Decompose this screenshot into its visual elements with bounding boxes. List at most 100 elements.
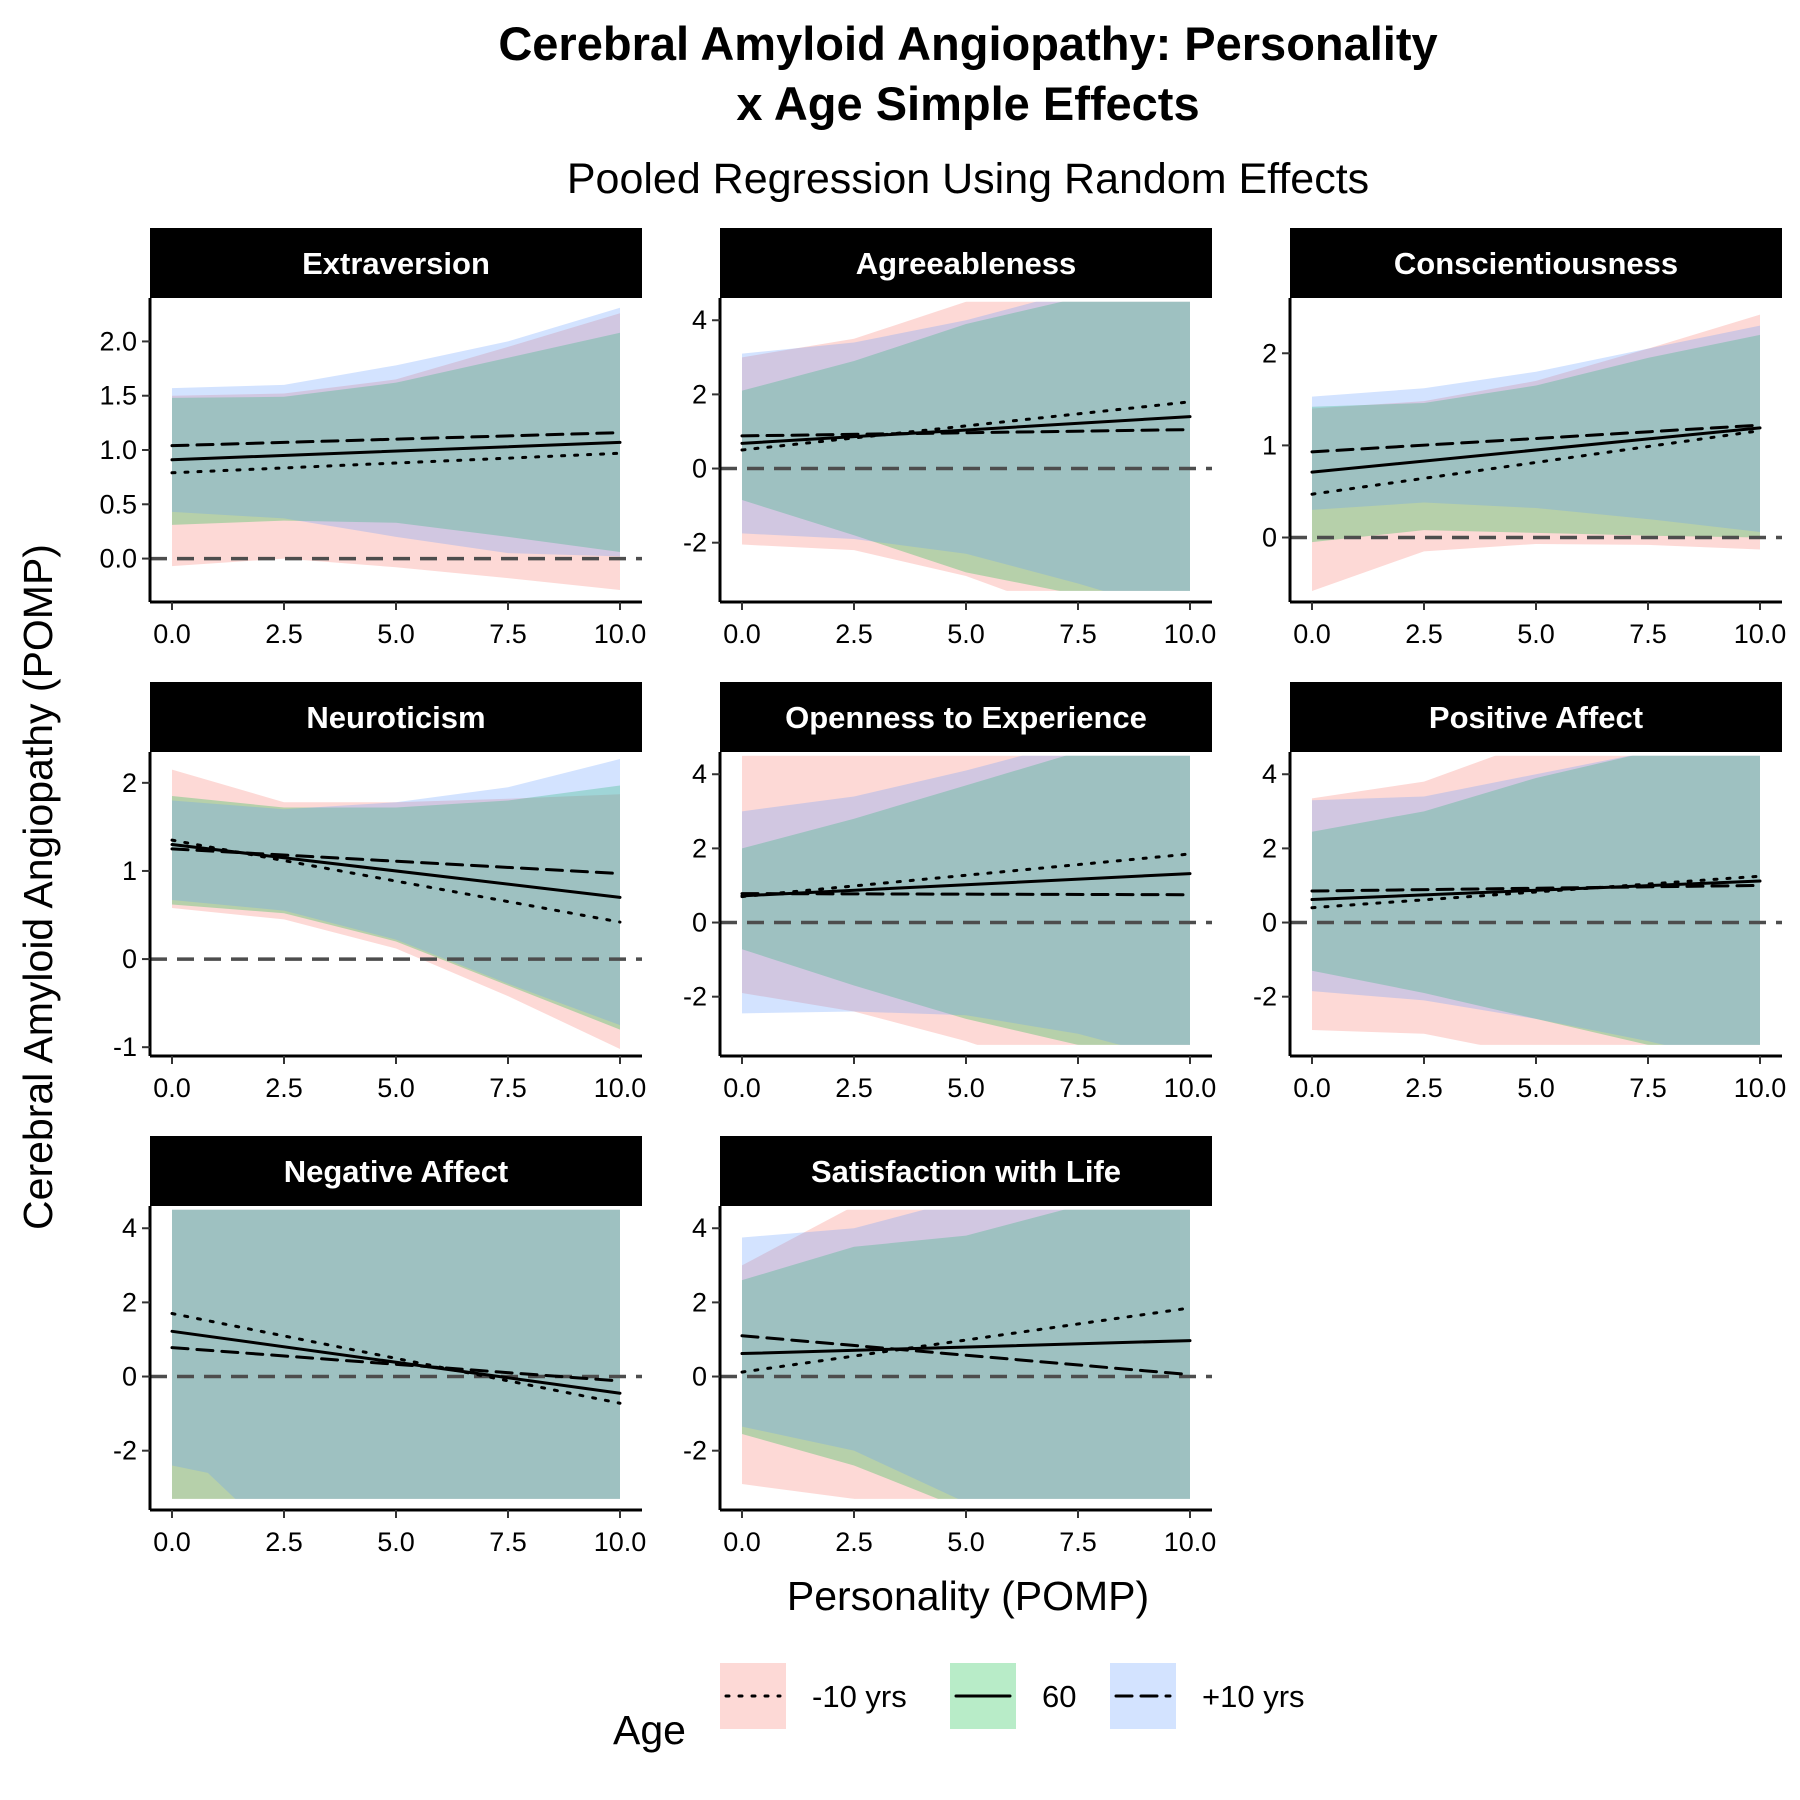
y-axis-title: Cerebral Amyloid Angiopathy (POMP) [15, 544, 61, 1230]
y-tick-label-openness-to-experience-1: 0 [692, 908, 707, 938]
legend-title: Age [613, 1707, 686, 1753]
x-tick-label-agreeableness-0: 0.0 [723, 619, 761, 649]
ribbon-agreeableness-plus10 [742, 301, 1190, 591]
x-tick-label-extraversion-1: 2.5 [265, 619, 303, 649]
y-tick-label-positive-affect-2: 2 [1262, 833, 1277, 863]
x-tick-label-satisfaction-with-life-4: 10.0 [1164, 1527, 1217, 1557]
panel-neuroticism: Neuroticism -1 0 1 2 0.0 2.5 5.0 7.5 10.0 [113, 682, 646, 1103]
strip-openness-to-experience [720, 682, 1212, 752]
y-tick-label-conscientiousness-1: 1 [1262, 430, 1277, 460]
ribbon-neuroticism-minus10 [172, 769, 620, 1049]
strip-label-conscientiousness: Conscientiousness [1394, 246, 1678, 281]
x-tick-label-agreeableness-1: 2.5 [835, 619, 873, 649]
x-tick-label-negative-affect-1: 2.5 [265, 1527, 303, 1557]
ribbon-openness-to-experience-mean [742, 755, 1190, 1045]
y-tick-label-negative-affect-0: -2 [113, 1436, 137, 1466]
x-tick-label-neuroticism-3: 7.5 [489, 1073, 527, 1103]
x-tick-label-openness-to-experience-3: 7.5 [1059, 1073, 1097, 1103]
strip-neuroticism [150, 682, 642, 752]
x-tick-label-positive-affect-1: 2.5 [1405, 1073, 1443, 1103]
ribbon-negative-affect-plus10 [172, 1209, 620, 1499]
x-axis-title: Personality (POMP) [787, 1573, 1149, 1619]
x-tick-label-satisfaction-with-life-2: 5.0 [947, 1527, 985, 1557]
line-neuroticism-plus10 [170, 847, 622, 876]
panel-agreeableness: Agreeableness -2 0 2 4 0.0 2.5 5.0 7.5 10.0 [683, 228, 1216, 649]
x-tick-label-neuroticism-4: 10.0 [594, 1073, 647, 1103]
panel-negative-affect: Negative Affect -2 0 2 4 0.0 2.5 5.0 7.5 10.0 [113, 1136, 647, 1557]
panel-satisfaction-with-life: Satisfaction with Life -2 0 2 4 0.0 2.5 5.0 7.5 1… [683, 1136, 1217, 1557]
line-negative-affect-plus10 [170, 1346, 622, 1383]
strip-label-openness-to-experience: Openness to Experience [785, 700, 1147, 735]
strip-negative-affect [150, 1136, 642, 1206]
line-satisfaction-with-life-plus10 [740, 1334, 1192, 1377]
y-tick-label-satisfaction-with-life-1: 0 [692, 1362, 707, 1392]
ribbon-neuroticism-mean [172, 785, 620, 1030]
y-tick-label-neuroticism-2: 1 [122, 856, 137, 886]
legend: Age -10 yrs 60 +10 yrs [613, 1663, 1305, 1753]
strip-label-extraversion: Extraversion [302, 246, 490, 281]
line-conscientiousness-minus10 [1310, 429, 1762, 496]
y-tick-label-neuroticism-1: 0 [122, 944, 137, 974]
legend-label-minus10: -10 yrs [812, 1679, 907, 1714]
x-tick-label-extraversion-3: 7.5 [489, 619, 527, 649]
chart-title-line-2: x Age Simple Effects [736, 77, 1199, 130]
x-tick-label-extraversion-2: 5.0 [377, 619, 415, 649]
y-tick-label-satisfaction-with-life-3: 4 [692, 1213, 707, 1243]
line-agreeableness-plus10 [740, 428, 1192, 438]
x-tick-label-negative-affect-0: 0.0 [153, 1527, 191, 1557]
line-neuroticism-minus10 [170, 838, 622, 924]
x-tick-label-conscientiousness-1: 2.5 [1405, 619, 1443, 649]
ribbon-positive-affect-plus10 [1312, 755, 1760, 1045]
line-openness-to-experience-mean [740, 872, 1192, 898]
ribbon-openness-to-experience-minus10 [742, 755, 1190, 1045]
strip-extraversion [150, 228, 642, 298]
line-extraversion-mean [170, 440, 622, 462]
facet-panels: Extraversion 0.0 0.5 1.0 1.5 2.0 0.0 2.5 5.0 7.5 1… [99, 228, 1787, 1557]
y-tick-label-extraversion-0: 0.0 [99, 544, 137, 574]
y-tick-label-positive-affect-3: 4 [1262, 759, 1277, 789]
y-tick-label-extraversion-3: 1.5 [99, 381, 137, 411]
y-tick-label-neuroticism-0: -1 [113, 1032, 137, 1062]
x-tick-label-neuroticism-1: 2.5 [265, 1073, 303, 1103]
x-tick-label-agreeableness-3: 7.5 [1059, 619, 1097, 649]
y-tick-label-agreeableness-2: 2 [692, 379, 707, 409]
ribbons-positive-affect [1312, 755, 1760, 1045]
x-tick-label-positive-affect-2: 5.0 [1517, 1073, 1555, 1103]
line-conscientiousness-mean [1310, 426, 1762, 474]
line-agreeableness-mean [740, 415, 1192, 445]
ribbon-openness-to-experience-plus10 [742, 755, 1190, 1045]
panel-extraversion: Extraversion 0.0 0.5 1.0 1.5 2.0 0.0 2.5 5.0 7.5 1… [99, 228, 646, 649]
y-tick-label-extraversion-2: 1.0 [99, 435, 137, 465]
strip-label-positive-affect: Positive Affect [1429, 700, 1643, 735]
y-tick-label-openness-to-experience-2: 2 [692, 833, 707, 863]
x-tick-label-conscientiousness-4: 10.0 [1734, 619, 1787, 649]
line-positive-affect-minus10 [1310, 874, 1762, 910]
x-tick-label-negative-affect-4: 10.0 [594, 1527, 647, 1557]
x-tick-label-conscientiousness-2: 5.0 [1517, 619, 1555, 649]
panel-openness-to-experience: Openness to Experience -2 0 2 4 0.0 2.5 5.0 7.5 1… [683, 682, 1217, 1103]
x-tick-label-satisfaction-with-life-0: 0.0 [723, 1527, 761, 1557]
x-tick-label-conscientiousness-0: 0.0 [1293, 619, 1331, 649]
chart-title-line-1: Cerebral Amyloid Angiopathy: Personality [498, 17, 1437, 70]
ribbons-openness-to-experience [742, 755, 1190, 1045]
y-tick-label-openness-to-experience-3: 4 [692, 759, 707, 789]
x-tick-label-negative-affect-3: 7.5 [489, 1527, 527, 1557]
line-extraversion-minus10 [170, 451, 622, 475]
strip-conscientiousness [1290, 228, 1782, 298]
y-tick-label-agreeableness-1: 0 [692, 454, 707, 484]
y-tick-label-neuroticism-3: 2 [122, 768, 137, 798]
y-tick-label-satisfaction-with-life-2: 2 [692, 1287, 707, 1317]
y-tick-label-extraversion-1: 0.5 [99, 489, 137, 519]
x-tick-label-neuroticism-2: 5.0 [377, 1073, 415, 1103]
ribbon-extraversion-mean [172, 332, 620, 553]
x-tick-label-openness-to-experience-4: 10.0 [1164, 1073, 1217, 1103]
x-tick-label-positive-affect-4: 10.0 [1734, 1073, 1787, 1103]
x-tick-label-conscientiousness-3: 7.5 [1629, 619, 1667, 649]
strip-agreeableness [720, 228, 1212, 298]
x-tick-label-positive-affect-0: 0.0 [1293, 1073, 1331, 1103]
x-tick-label-positive-affect-3: 7.5 [1629, 1073, 1667, 1103]
line-satisfaction-with-life-minus10 [740, 1306, 1192, 1374]
y-tick-label-negative-affect-2: 2 [122, 1287, 137, 1317]
